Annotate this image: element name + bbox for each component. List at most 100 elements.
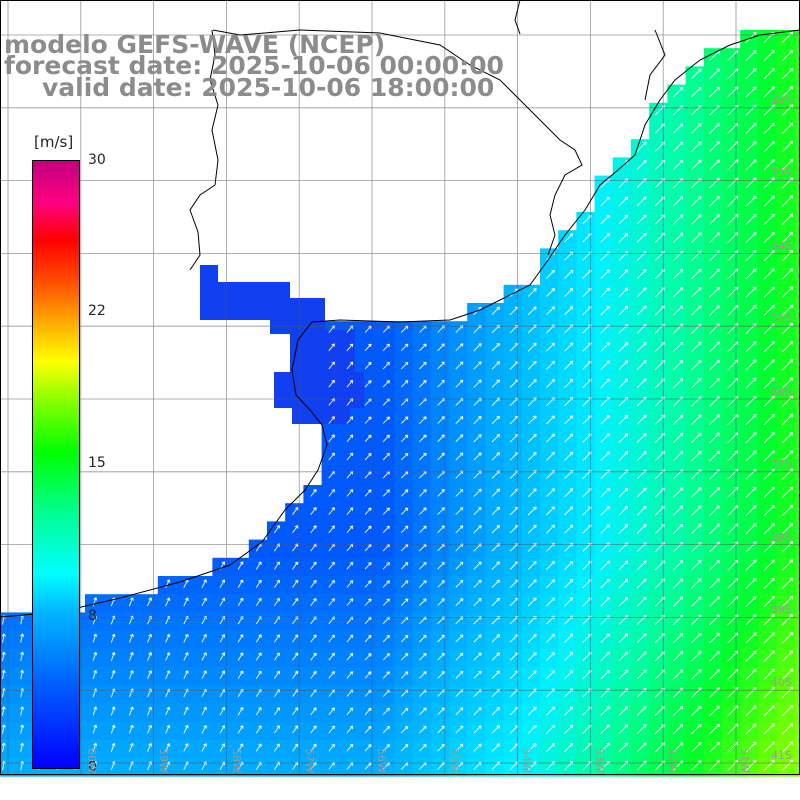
wind-arrow	[382, 416, 390, 424]
wind-arrow	[147, 652, 153, 661]
wind-cell	[794, 485, 800, 504]
wind-arrow	[128, 742, 134, 752]
wind-arrow	[237, 634, 244, 643]
wind-arrow	[310, 507, 317, 515]
wind-arrow	[618, 596, 629, 607]
wind-arrow	[292, 670, 299, 679]
wind-arrow	[763, 632, 775, 644]
wind-arrow	[165, 579, 171, 588]
wind-arrow	[618, 560, 629, 571]
wind-arrow	[600, 524, 610, 534]
wind-arrow	[1, 651, 6, 661]
wind-arrow	[672, 487, 684, 498]
wind-arrow	[691, 159, 702, 171]
wind-arrow	[691, 741, 702, 753]
wind-arrow	[618, 269, 629, 280]
wind-arrow	[600, 706, 610, 716]
wind-arrow	[745, 450, 757, 462]
wind-arrow	[328, 488, 335, 497]
estuary-cell	[292, 392, 350, 424]
wind-arrow	[491, 488, 501, 497]
wind-arrow	[546, 342, 555, 352]
wind-arrow	[364, 343, 372, 352]
wind-arrow	[419, 379, 427, 388]
wind-arrow	[709, 578, 720, 589]
wind-arrow	[763, 304, 775, 316]
wind-arrow	[346, 671, 354, 679]
wind-arrow	[691, 86, 702, 98]
wind-arrow	[564, 560, 574, 571]
wind-arrow	[636, 432, 647, 443]
wind-arrow	[781, 286, 794, 298]
wind-arrow	[400, 634, 409, 643]
wind-arrow	[781, 322, 794, 335]
wind-cell	[0, 648, 13, 668]
wind-arrow	[781, 413, 794, 426]
wind-arrow	[709, 432, 720, 444]
wind-arrow	[491, 743, 501, 752]
wind-arrow	[364, 634, 372, 643]
wind-arrow	[473, 343, 482, 352]
wind-arrow	[600, 378, 610, 389]
wind-arrow	[128, 651, 134, 661]
wind-arrow	[346, 707, 354, 716]
wind-cell	[794, 685, 800, 704]
wind-cell	[794, 667, 800, 686]
wind-arrow	[473, 561, 482, 570]
wind-arrow	[600, 269, 610, 279]
wind-arrow	[419, 343, 427, 352]
wind-arrow	[455, 488, 464, 497]
wind-arrow	[292, 525, 299, 534]
wind-arrow	[328, 670, 335, 679]
wind-arrow	[564, 306, 574, 316]
wind-cell	[794, 612, 800, 631]
wind-arrow	[564, 451, 574, 461]
wind-arrow	[745, 723, 757, 735]
wind-arrow	[745, 195, 757, 207]
wind-arrow	[455, 743, 464, 752]
wind-cell	[794, 648, 800, 668]
wind-arrow	[781, 122, 794, 134]
wind-arrow	[763, 159, 775, 171]
wind-arrow	[255, 670, 262, 679]
wind-arrow	[20, 706, 25, 716]
wind-arrow	[672, 123, 684, 134]
wind-cell	[794, 375, 800, 395]
wind-arrow	[20, 669, 25, 680]
lat-lon-grid	[0, 0, 800, 775]
wind-arrow	[237, 743, 244, 752]
wind-arrow	[600, 214, 610, 225]
wind-arrow	[346, 634, 354, 643]
wind-arrow	[781, 613, 794, 626]
wind-arrow	[618, 360, 629, 371]
wind-arrow	[419, 507, 427, 515]
title-forecast-date: forecast date: 2025-10-06 00:00:00	[4, 51, 504, 80]
wind-cell	[794, 121, 800, 140]
wind-arrow	[128, 670, 134, 680]
wind-arrow	[745, 595, 757, 608]
wind-arrow	[763, 577, 775, 589]
wind-arrow	[691, 523, 702, 535]
wind-arrow	[564, 488, 574, 498]
wind-arrow	[781, 522, 794, 535]
wind-arrow	[491, 361, 501, 370]
wind-arrow	[745, 432, 757, 444]
wind-arrow	[20, 724, 25, 734]
wind-arrow	[419, 452, 427, 461]
wind-cell	[794, 102, 800, 122]
wind-arrow	[328, 598, 335, 606]
wind-arrow	[546, 633, 555, 643]
wind-arrow	[745, 213, 757, 225]
wind-arrow	[564, 579, 574, 589]
wind-arrow	[219, 634, 226, 643]
wind-arrow	[274, 652, 280, 661]
wind-arrow	[455, 707, 464, 716]
wind-arrow	[618, 724, 629, 735]
wind-arrow	[527, 342, 537, 352]
wind-arrow	[1, 633, 6, 643]
wind-arrow	[763, 723, 775, 735]
border-uruguay-brazil	[212, 29, 583, 256]
wind-arrow	[274, 707, 280, 716]
wind-arrow	[636, 469, 647, 480]
wind-arrow	[419, 743, 427, 752]
